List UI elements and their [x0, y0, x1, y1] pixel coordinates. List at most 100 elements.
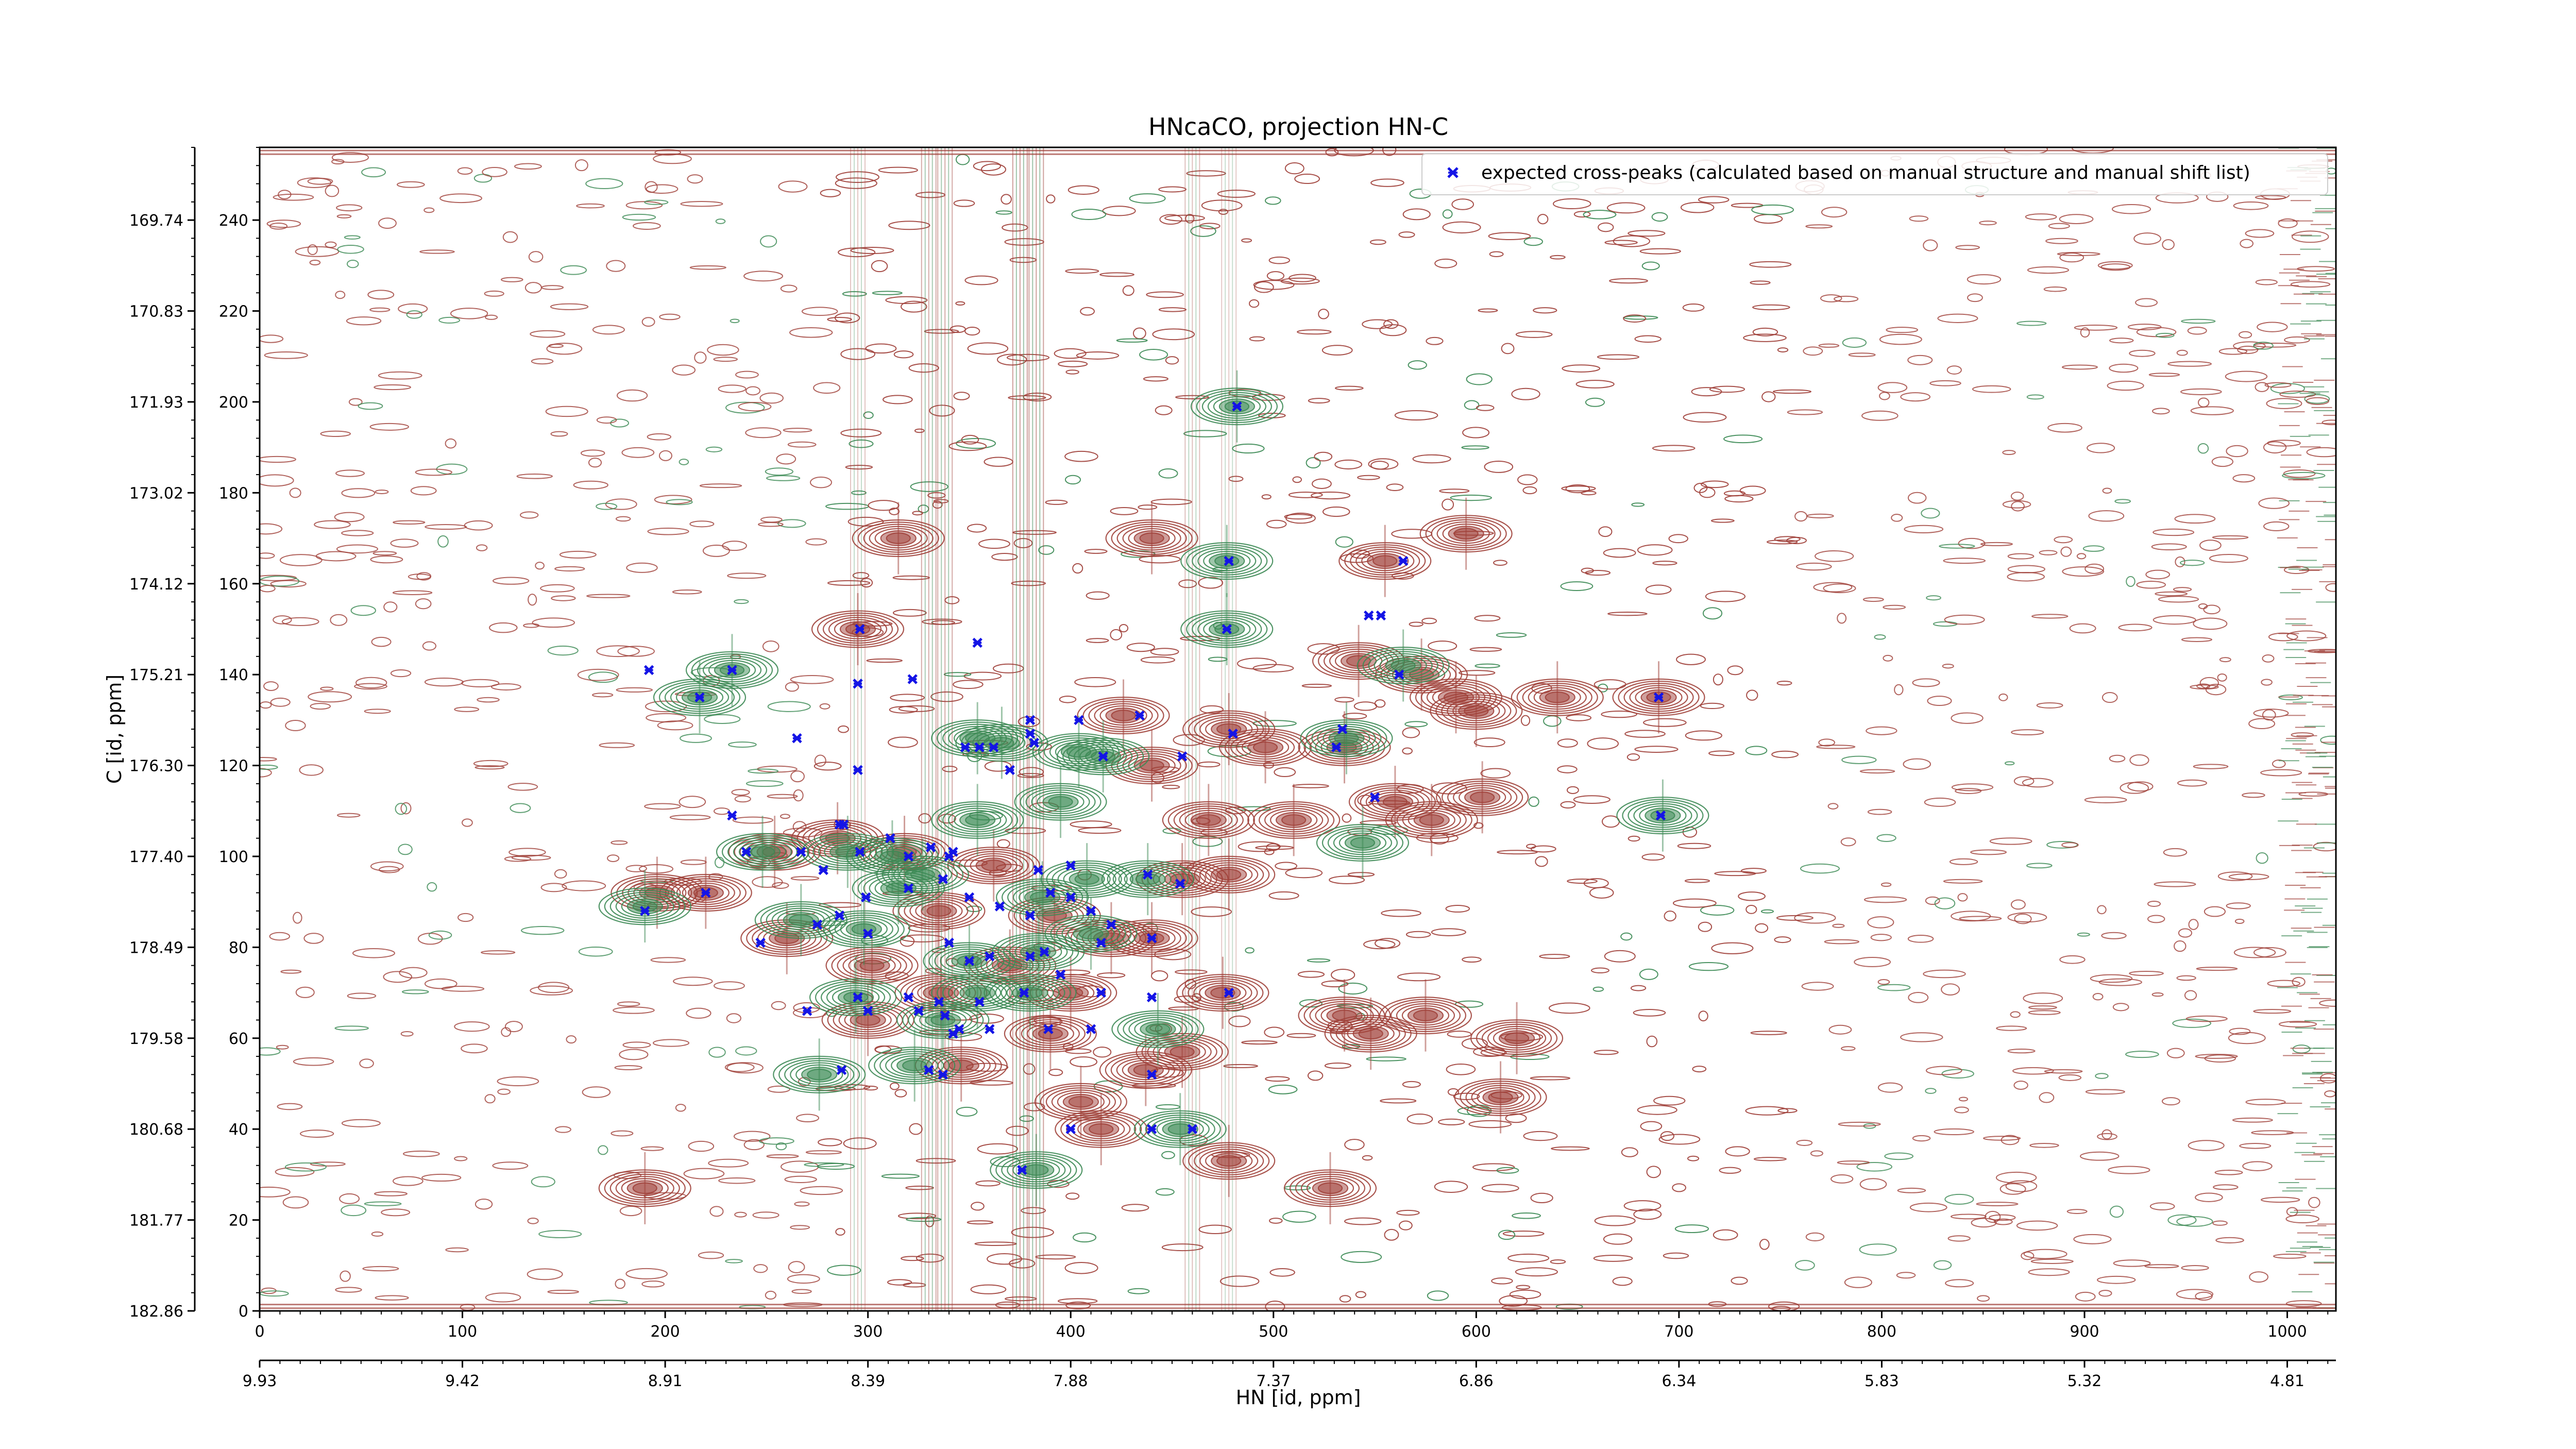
noise-contour	[364, 709, 391, 714]
cross-peak-marker	[1106, 919, 1116, 930]
noise-contour	[390, 538, 419, 548]
noise-contour	[776, 453, 796, 465]
noise-contour	[2240, 239, 2254, 248]
noise-contour	[1489, 251, 1504, 258]
noise-contour	[2158, 596, 2199, 603]
noise-contour	[967, 1220, 994, 1225]
cross-peak-marker	[1369, 792, 1380, 803]
noise-contour	[2145, 569, 2171, 580]
noise-contour	[1923, 969, 1966, 979]
noise-contour	[835, 1228, 845, 1236]
noise-contour	[423, 207, 435, 213]
noise-contour	[1749, 261, 1792, 268]
noise-contour	[504, 1021, 523, 1033]
noise-contour	[1820, 294, 1842, 302]
noise-contour	[1583, 210, 1617, 220]
noise-contour	[2113, 1259, 2151, 1267]
noise-contour	[2260, 769, 2302, 777]
y-tick-label: 40	[229, 1121, 248, 1139]
noise-contour	[2196, 683, 2211, 689]
noise-contour	[2286, 630, 2327, 642]
noise-contour	[1929, 380, 1961, 386]
noise-contour	[1530, 1192, 1553, 1203]
noise-contour	[523, 623, 540, 628]
noise-contour	[1288, 492, 1323, 498]
noise-contour	[2304, 394, 2330, 404]
noise-contour	[277, 1103, 303, 1110]
cross-peak-marker	[1098, 751, 1108, 762]
noise-contour	[1879, 333, 1922, 345]
cross-peak-marker	[1043, 1024, 1054, 1034]
noise-contour	[492, 1161, 529, 1170]
noise-contour	[840, 348, 875, 360]
x-tick-label: 0	[255, 1323, 264, 1341]
noise-contour	[1682, 304, 1705, 312]
noise-contour	[771, 1001, 786, 1010]
noise-contour	[889, 1082, 900, 1090]
noise-contour	[2185, 1015, 2228, 1022]
noise-contour	[346, 316, 382, 326]
noise-contour	[735, 370, 759, 379]
noise-contour	[805, 538, 827, 546]
noise-contour	[415, 468, 452, 476]
noise-contour	[1530, 845, 1556, 853]
negative-peak	[1014, 766, 1107, 838]
noise-contour	[1612, 1276, 1633, 1286]
noise-contour	[699, 483, 742, 488]
noise-contour	[675, 1104, 686, 1112]
noise-contour	[341, 1119, 381, 1127]
positive-peak	[1247, 784, 1341, 856]
noise-contour	[900, 935, 915, 947]
noise-contour	[1019, 1115, 1034, 1122]
noise-contour	[485, 314, 498, 320]
noise-contour	[1738, 891, 1766, 901]
noise-contour	[1639, 248, 1681, 255]
noise-contour	[689, 265, 726, 270]
noise-contour	[1951, 712, 1984, 724]
cross-peak-marker	[1232, 401, 1242, 412]
noise-contour	[445, 1247, 469, 1253]
noise-contour	[659, 313, 681, 321]
noise-contour	[400, 802, 412, 815]
noise-contour	[1431, 928, 1466, 936]
noise-contour	[1265, 1076, 1290, 1082]
cross-peak-marker	[903, 851, 914, 862]
x-tick-label: 900	[2070, 1323, 2099, 1341]
noise-contour	[834, 312, 860, 324]
noise-contour	[1292, 784, 1329, 788]
noise-contour	[1497, 850, 1538, 855]
noise-contour	[341, 1204, 367, 1217]
noise-contour	[866, 658, 903, 663]
noise-contour	[2284, 336, 2310, 344]
noise-contour	[2184, 990, 2197, 1001]
noise-contour	[2075, 1291, 2096, 1302]
noise-contour	[1587, 737, 1619, 750]
noise-contour	[2148, 373, 2180, 377]
noise-contour	[977, 1143, 1018, 1155]
noise-contour	[1294, 173, 1320, 184]
noise-contour	[2060, 546, 2072, 557]
noise-contour	[1078, 827, 1122, 834]
noise-contour	[2011, 729, 2044, 736]
noise-contour	[1238, 841, 1281, 852]
noise-contour	[1794, 1260, 1815, 1271]
cross-peak-marker	[1175, 879, 1185, 889]
noise-contour	[2174, 940, 2187, 952]
noise-contour	[1360, 820, 1397, 825]
noise-contour	[1945, 1279, 1974, 1288]
noise-contour	[901, 1256, 924, 1261]
noise-contour	[545, 406, 588, 417]
noise-contour	[1398, 231, 1415, 238]
noise-contour	[1152, 328, 1195, 341]
positive-peak	[1182, 838, 1276, 911]
noise-contour	[390, 669, 412, 678]
y-ppm-tick-label: 173.02	[129, 484, 183, 502]
cross-peak-marker	[1086, 906, 1096, 916]
noise-contour	[775, 1142, 787, 1151]
noise-contour	[559, 550, 597, 559]
noise-contour	[680, 733, 712, 743]
noise-contour	[2058, 1074, 2082, 1081]
noise-contour	[2229, 1027, 2251, 1035]
noise-contour	[892, 575, 930, 580]
noise-contour	[1268, 1218, 1283, 1224]
